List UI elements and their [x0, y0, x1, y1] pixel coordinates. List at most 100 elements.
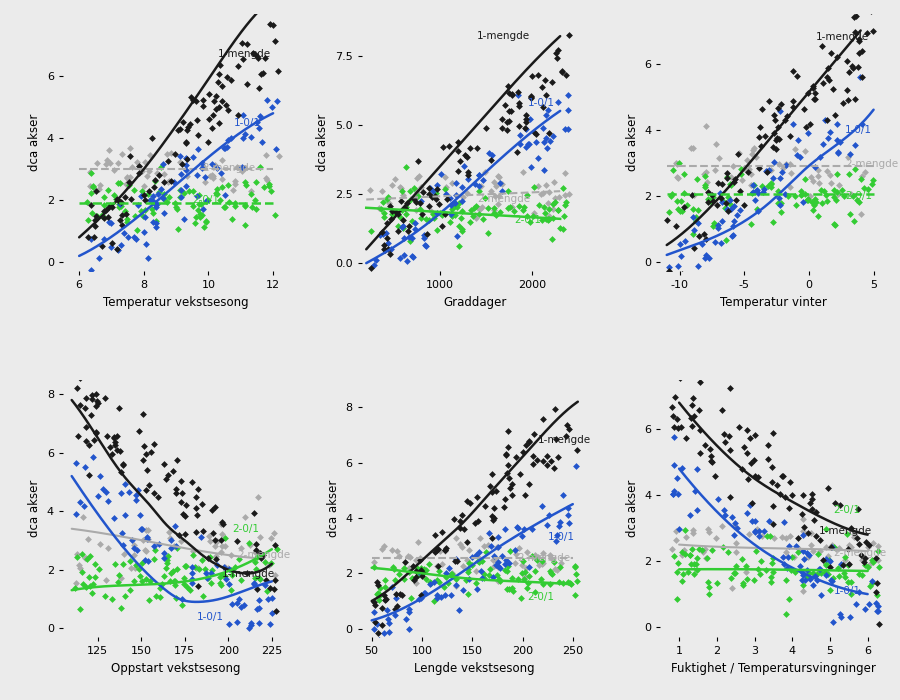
Point [770, 134, 784, 146]
Point [407, 193, 421, 204]
Point [481, 203, 495, 214]
Point [504, 105, 518, 116]
Point [805, 197, 819, 208]
Point [871, 555, 886, 566]
Point [447, 514, 462, 525]
Y-axis label: dca akser: dca akser [327, 480, 340, 537]
Point [179, 164, 194, 176]
Point [819, 524, 833, 535]
Point [801, 193, 815, 204]
Point [460, 187, 474, 198]
Point [166, 566, 180, 577]
Point [184, 476, 199, 487]
Point [438, 183, 453, 195]
Point [454, 213, 468, 224]
Point [121, 232, 135, 243]
Point [542, 213, 556, 224]
Point [778, 574, 793, 585]
Point [767, 533, 781, 544]
Point [728, 568, 742, 579]
Point [402, 623, 417, 634]
Point [724, 172, 738, 183]
Point [796, 489, 811, 500]
Point [423, 577, 437, 588]
Point [432, 565, 446, 576]
Point [100, 430, 114, 442]
Point [491, 541, 506, 552]
Point [166, 177, 181, 188]
Point [501, 202, 516, 213]
Point [139, 524, 153, 536]
Point [193, 189, 207, 200]
Point [501, 442, 516, 453]
Point [805, 489, 819, 500]
Point [256, 136, 270, 147]
Point [799, 195, 814, 206]
Point [445, 203, 459, 214]
Point [482, 147, 496, 158]
Point [174, 185, 188, 196]
Point [669, 158, 683, 169]
Point [751, 472, 765, 483]
Point [708, 532, 723, 543]
Point [414, 592, 428, 603]
Point [485, 150, 500, 161]
Point [836, 559, 850, 570]
Point [720, 204, 734, 215]
Point [194, 209, 209, 220]
Point [561, 124, 575, 135]
Point [267, 540, 282, 551]
Point [194, 158, 209, 169]
Point [211, 560, 225, 571]
Point [114, 572, 129, 583]
Point [679, 549, 693, 560]
Point [852, 71, 867, 83]
Point [375, 197, 390, 208]
Point [680, 199, 694, 211]
Text: 2-0/1: 2-0/1 [193, 195, 220, 205]
Point [463, 216, 477, 228]
Point [772, 106, 787, 117]
Point [428, 546, 443, 557]
Point [667, 421, 681, 433]
Point [172, 530, 186, 541]
Point [544, 568, 558, 579]
Point [384, 244, 399, 255]
Point [667, 550, 681, 561]
Point [166, 575, 181, 587]
Point [184, 561, 199, 573]
Point [725, 160, 740, 172]
Point [195, 554, 210, 566]
Point [502, 88, 517, 99]
Point [100, 154, 114, 165]
Point [384, 209, 399, 220]
Point [392, 551, 406, 562]
Point [143, 194, 157, 205]
Point [476, 214, 491, 225]
Point [521, 577, 535, 588]
Point [73, 496, 87, 507]
Point [816, 185, 831, 196]
Point [209, 550, 223, 561]
Point [188, 503, 202, 514]
Point [501, 186, 516, 197]
Point [195, 158, 210, 169]
Point [402, 195, 417, 206]
Point [430, 589, 445, 601]
Point [214, 546, 229, 557]
Point [562, 188, 576, 199]
Point [746, 145, 760, 156]
Point [469, 578, 483, 589]
Point [418, 241, 433, 252]
Point [485, 510, 500, 522]
Point [846, 190, 860, 202]
Point [556, 210, 571, 221]
Point [771, 198, 786, 209]
Point [788, 540, 803, 552]
Point [122, 150, 137, 162]
Point [263, 582, 277, 593]
Point [411, 594, 426, 605]
Point [160, 555, 175, 566]
Point [248, 195, 262, 206]
Point [140, 531, 154, 542]
